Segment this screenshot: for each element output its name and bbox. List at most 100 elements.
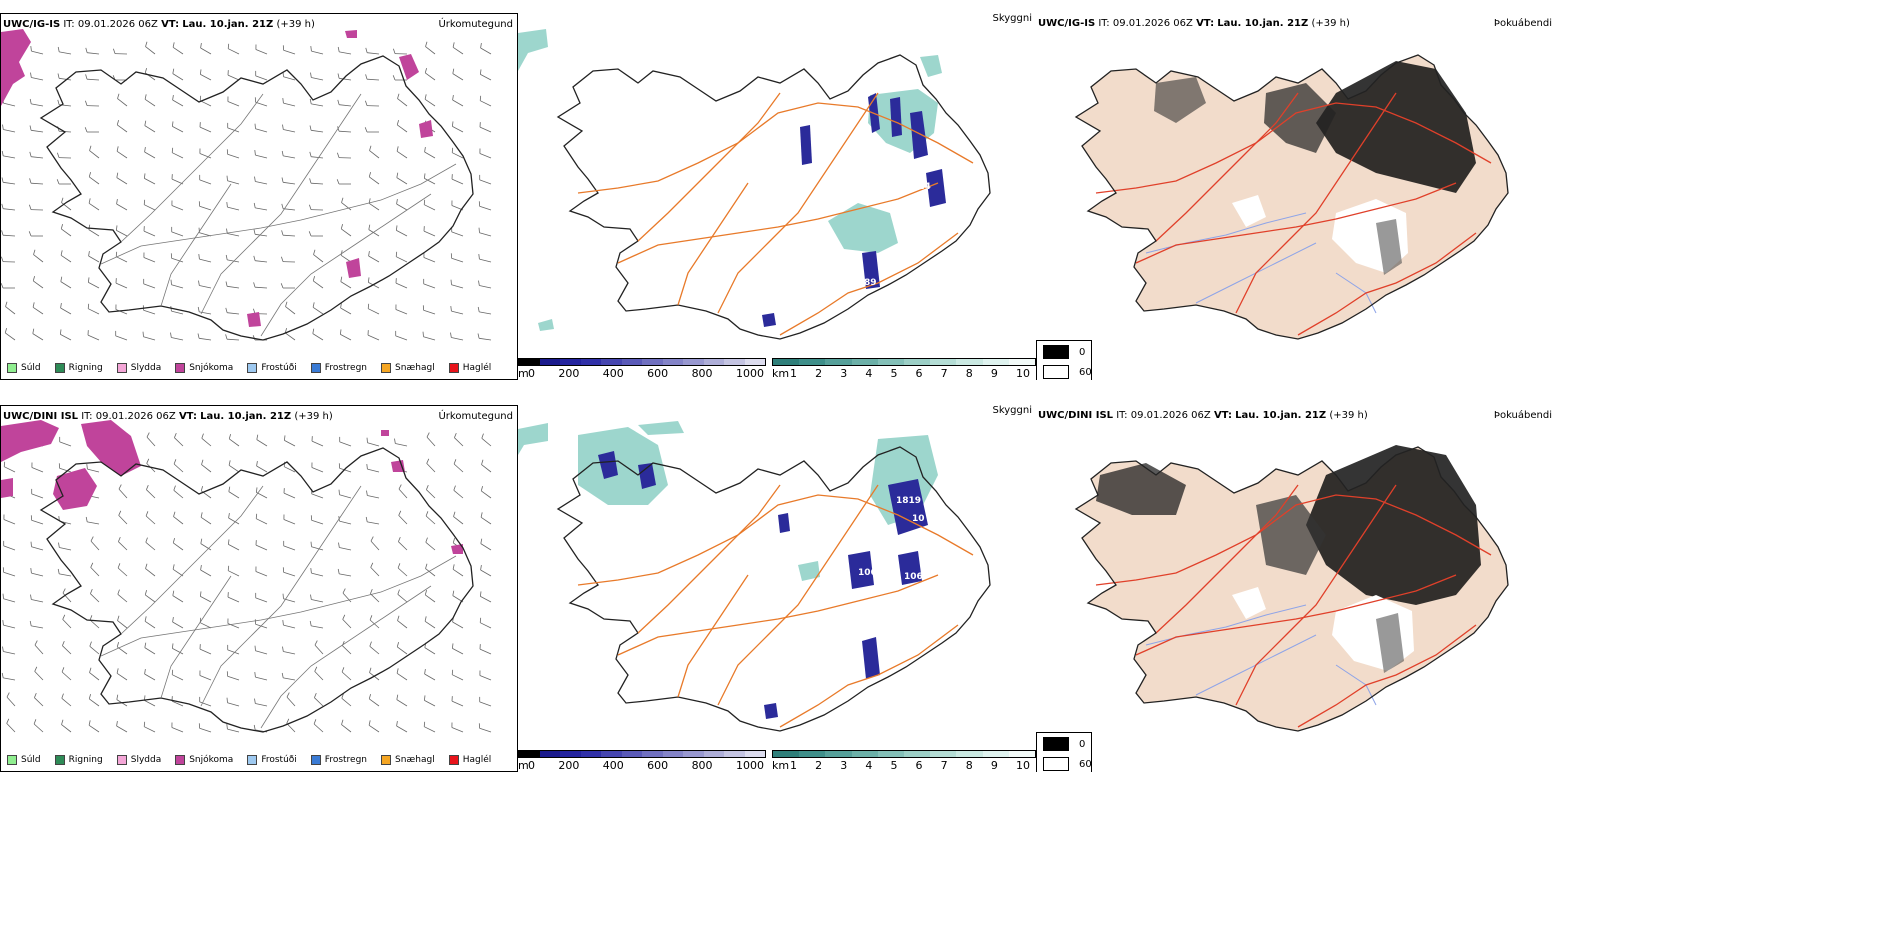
wind-barb-flag: [450, 306, 452, 312]
wind-barb: [227, 312, 240, 315]
wind-barb: [314, 697, 324, 707]
wind-barb-flag: [62, 614, 66, 620]
fog-legend-swatch: [1043, 365, 1069, 379]
wind-barb-flag: [424, 695, 426, 701]
wind-barb-flag: [142, 331, 144, 337]
wind-barb-flag: [172, 95, 174, 101]
colorbar-tick-label: 5: [890, 759, 898, 772]
wind-barb-flag: [116, 668, 119, 674]
wind-barb: [6, 723, 16, 733]
wind-barb-flag: [33, 249, 36, 255]
wind-barb: [228, 570, 240, 577]
wind-barb: [199, 701, 212, 707]
wind-barb: [339, 467, 352, 473]
wind-barb: [339, 494, 352, 499]
precip-legend-swatch: [7, 755, 17, 765]
wind-barb: [397, 567, 408, 577]
wind-barb-flag: [336, 179, 340, 185]
wind-barb-flag: [365, 100, 368, 106]
wind-barb-flag: [60, 329, 62, 335]
wind-barb-flag: [90, 562, 94, 568]
wind-barb: [116, 203, 128, 211]
wind-barb-flag: [309, 178, 312, 184]
wind-barb-flag: [1, 283, 4, 289]
ceiling-unit: m: [518, 759, 529, 772]
wind-barb: [173, 489, 184, 499]
wind-barb: [90, 593, 100, 603]
wind-barb-flag: [117, 93, 120, 99]
wind-barb: [368, 255, 380, 263]
wind-barb-flag: [200, 512, 203, 518]
wind-barb-flag: [253, 282, 256, 288]
precip-legend-item: Frostúði: [247, 363, 297, 373]
wind-barb: [31, 467, 44, 473]
wind-barb: [310, 182, 324, 185]
wind-barb-flag: [173, 485, 176, 491]
precip-legend-label: Haglél: [462, 363, 492, 373]
wind-barb: [3, 519, 16, 525]
wind-barb: [199, 727, 212, 733]
wind-barb: [255, 181, 268, 185]
wind-barb-flag: [172, 537, 175, 544]
precip-type-panel-row1: UWC/IG-IS IT: 09.01.2026 06Z VT: Lau. 10…: [0, 13, 518, 380]
wind-barb-flag: [452, 564, 455, 570]
wind-barb: [368, 202, 380, 211]
precip-legend-label: Frostúði: [261, 363, 297, 373]
precip-type-panel-row2: UWC/DINI ISL IT: 09.01.2026 06Z VT: Lau.…: [0, 405, 518, 772]
wind-barb: [479, 126, 492, 133]
snow-areas: [1, 29, 433, 327]
wind-barb-flag: [479, 617, 482, 623]
wind-barb-flag: [225, 307, 228, 313]
visibility-map-row2: 1819 10 106 106: [518, 421, 991, 732]
wind-barb: [479, 232, 492, 237]
wind-barb: [118, 515, 128, 525]
wind-barb: [311, 77, 324, 81]
iceland-outline: [39, 447, 474, 733]
wind-barb: [311, 493, 324, 499]
wind-barb: [396, 203, 408, 211]
wind-barb-flag: [225, 334, 228, 340]
wind-barb-flag: [479, 95, 482, 101]
wind-barb: [199, 205, 212, 211]
wind-barb-flag: [281, 230, 284, 236]
visibility-map-row1: 124 11 89: [518, 29, 991, 340]
road-network: [100, 485, 457, 729]
wind-barb-flag: [29, 178, 32, 184]
wind-barb-flag: [396, 225, 398, 231]
colorbar-segment: [825, 359, 852, 365]
wind-barb: [143, 230, 156, 237]
wind-barb-flag: [33, 719, 37, 725]
wind-barb: [227, 206, 240, 211]
visibility-value-label: 106: [858, 568, 877, 578]
wind-barb-flag: [200, 69, 202, 75]
wind-barb-flag: [88, 693, 91, 700]
wind-barb-flag: [116, 721, 118, 727]
wind-barb-flag: [86, 464, 88, 470]
wind-barb-flag: [368, 251, 370, 257]
wind-barb-flag: [309, 204, 312, 210]
wind-barb: [339, 51, 352, 55]
model-name: UWC/DINI ISL: [1038, 410, 1114, 421]
wind-barb: [62, 645, 72, 655]
wind-barb: [229, 438, 240, 447]
wind-barb: [451, 257, 464, 263]
wind-barb-flag: [88, 198, 91, 204]
wind-barb: [367, 52, 380, 55]
wind-barb-flag: [368, 198, 371, 204]
wind-barb-flag: [281, 150, 284, 156]
colorbar-tick-label: 8: [965, 367, 973, 380]
wind-barb-flag: [342, 614, 346, 620]
wind-barb-flag: [313, 719, 317, 725]
precip-legend: Súld Rigning Slydda Snjókoma Frostúði Frostre…: [1, 357, 517, 379]
wind-barb: [172, 73, 184, 81]
vt-label: VT:: [1213, 410, 1232, 421]
wind-barb: [397, 620, 408, 629]
wind-barb: [480, 596, 492, 603]
wind-barb: [199, 153, 212, 159]
vis-areas: [518, 29, 942, 331]
wind-barb-flag: [366, 464, 368, 470]
wind-barb-flag: [61, 693, 64, 699]
wind-barb: [479, 727, 492, 733]
colorbar-tick-label: 0: [528, 759, 535, 772]
wind-barb-flag: [1, 230, 4, 236]
